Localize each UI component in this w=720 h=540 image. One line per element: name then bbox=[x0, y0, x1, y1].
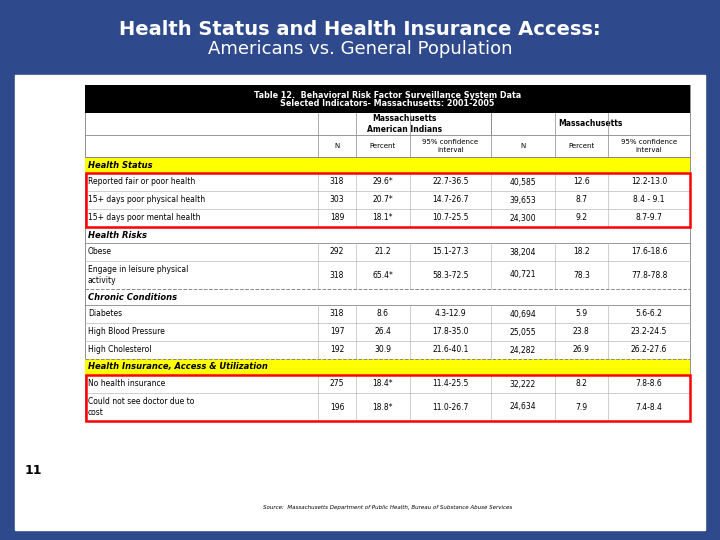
Text: 12.6: 12.6 bbox=[573, 178, 590, 186]
Text: 196: 196 bbox=[330, 402, 344, 411]
Text: Could not see doctor due to
cost: Could not see doctor due to cost bbox=[88, 397, 194, 417]
Bar bbox=[705, 0, 720, 540]
Text: No health insurance: No health insurance bbox=[88, 380, 166, 388]
Text: 26.4: 26.4 bbox=[374, 327, 391, 336]
Text: 24,300: 24,300 bbox=[510, 213, 536, 222]
Text: 7.9: 7.9 bbox=[575, 402, 588, 411]
Text: 7.8-8.6: 7.8-8.6 bbox=[636, 380, 662, 388]
Text: 17.6-18.6: 17.6-18.6 bbox=[631, 247, 667, 256]
Text: Diabetes: Diabetes bbox=[88, 309, 122, 319]
Text: 318: 318 bbox=[330, 309, 344, 319]
Text: 95% confidence
interval: 95% confidence interval bbox=[621, 139, 677, 152]
Text: Health Status: Health Status bbox=[88, 160, 153, 170]
Text: 189: 189 bbox=[330, 213, 344, 222]
Text: 39,653: 39,653 bbox=[510, 195, 536, 205]
Text: Source:  Massachusetts Department of Public Health, Bureau of Substance Abuse Se: Source: Massachusetts Department of Publ… bbox=[263, 504, 512, 510]
Bar bbox=[15, 75, 705, 530]
Bar bbox=[0, 0, 15, 540]
Text: 18.1*: 18.1* bbox=[372, 213, 393, 222]
Text: 12.2-13.0: 12.2-13.0 bbox=[631, 178, 667, 186]
Bar bbox=[85, 157, 690, 173]
Text: 197: 197 bbox=[330, 327, 344, 336]
Text: 292: 292 bbox=[330, 247, 344, 256]
Text: 29.6*: 29.6* bbox=[372, 178, 393, 186]
Text: 9.2: 9.2 bbox=[575, 213, 588, 222]
Text: 275: 275 bbox=[330, 380, 344, 388]
Bar bbox=[86, 173, 690, 227]
Text: 15.1-27.3: 15.1-27.3 bbox=[432, 247, 469, 256]
Text: 10.7-25.5: 10.7-25.5 bbox=[432, 213, 469, 222]
Text: 25,055: 25,055 bbox=[510, 327, 536, 336]
Text: 65.4*: 65.4* bbox=[372, 271, 393, 280]
Text: 23.8: 23.8 bbox=[573, 327, 590, 336]
Text: High Blood Pressure: High Blood Pressure bbox=[88, 327, 165, 336]
Text: Reported fair or poor health: Reported fair or poor health bbox=[88, 178, 195, 186]
Text: 58.3-72.5: 58.3-72.5 bbox=[432, 271, 469, 280]
Text: 30.9: 30.9 bbox=[374, 346, 391, 354]
Text: 11.0-26.7: 11.0-26.7 bbox=[432, 402, 469, 411]
Bar bbox=[85, 85, 690, 421]
Text: 17.8-35.0: 17.8-35.0 bbox=[432, 327, 469, 336]
Text: Percent: Percent bbox=[369, 143, 396, 149]
Text: 318: 318 bbox=[330, 271, 344, 280]
Text: 18.4*: 18.4* bbox=[372, 380, 393, 388]
Bar bbox=[0, 530, 720, 540]
Text: 26.9: 26.9 bbox=[573, 346, 590, 354]
Text: Health Status and Health Insurance Access:: Health Status and Health Insurance Acces… bbox=[120, 20, 600, 39]
Text: Table 12.  Behavioral Risk Factor Surveillance System Data: Table 12. Behavioral Risk Factor Surveil… bbox=[254, 91, 521, 99]
Text: Massachusetts: Massachusetts bbox=[559, 119, 623, 129]
Text: Health Risks: Health Risks bbox=[88, 231, 147, 240]
Text: 192: 192 bbox=[330, 346, 344, 354]
Text: 32,222: 32,222 bbox=[510, 380, 536, 388]
Text: 23.2-24.5: 23.2-24.5 bbox=[631, 327, 667, 336]
Text: 5.9: 5.9 bbox=[575, 309, 588, 319]
Text: N: N bbox=[335, 143, 340, 149]
Text: 26.2-27.6: 26.2-27.6 bbox=[631, 346, 667, 354]
Text: Americans vs. General Population: Americans vs. General Population bbox=[208, 40, 512, 58]
Text: 20.7*: 20.7* bbox=[372, 195, 393, 205]
Text: 21.6-40.1: 21.6-40.1 bbox=[432, 346, 469, 354]
Text: 15+ days poor physical health: 15+ days poor physical health bbox=[88, 195, 205, 205]
Text: 318: 318 bbox=[330, 178, 344, 186]
Text: 7.4-8.4: 7.4-8.4 bbox=[636, 402, 662, 411]
Text: 18.8*: 18.8* bbox=[372, 402, 393, 411]
Text: High Cholesterol: High Cholesterol bbox=[88, 346, 151, 354]
Bar bbox=[86, 375, 690, 421]
Bar bbox=[85, 85, 690, 113]
Text: Obese: Obese bbox=[88, 247, 112, 256]
Text: Massachusetts
American Indians: Massachusetts American Indians bbox=[367, 114, 442, 134]
Text: Selected Indicators- Massachusetts: 2001-2005: Selected Indicators- Massachusetts: 2001… bbox=[280, 99, 495, 109]
Text: N: N bbox=[521, 143, 526, 149]
Text: 78.3: 78.3 bbox=[573, 271, 590, 280]
Text: Chronic Conditions: Chronic Conditions bbox=[88, 293, 177, 301]
Text: 8.7: 8.7 bbox=[575, 195, 588, 205]
Text: 15+ days poor mental health: 15+ days poor mental health bbox=[88, 213, 200, 222]
Text: Health Insurance, Access & Utilization: Health Insurance, Access & Utilization bbox=[88, 362, 268, 372]
Text: 21.2: 21.2 bbox=[374, 247, 391, 256]
Text: 11: 11 bbox=[25, 463, 42, 476]
Text: Engage in leisure physical
activity: Engage in leisure physical activity bbox=[88, 265, 189, 285]
Text: 77.8-78.8: 77.8-78.8 bbox=[631, 271, 667, 280]
Text: 8.4 - 9.1: 8.4 - 9.1 bbox=[634, 195, 665, 205]
Text: 303: 303 bbox=[330, 195, 344, 205]
Text: 8.6: 8.6 bbox=[377, 309, 389, 319]
Text: 95% confidence
interval: 95% confidence interval bbox=[423, 139, 479, 152]
Text: 8.2: 8.2 bbox=[575, 380, 588, 388]
Text: 5.6-6.2: 5.6-6.2 bbox=[636, 309, 662, 319]
Text: 24,634: 24,634 bbox=[510, 402, 536, 411]
Text: 22.7-36.5: 22.7-36.5 bbox=[432, 178, 469, 186]
Text: 38,204: 38,204 bbox=[510, 247, 536, 256]
Text: 24,282: 24,282 bbox=[510, 346, 536, 354]
Text: 11.4-25.5: 11.4-25.5 bbox=[432, 380, 469, 388]
Text: 40,694: 40,694 bbox=[510, 309, 536, 319]
Text: Percent: Percent bbox=[568, 143, 595, 149]
Text: 40,585: 40,585 bbox=[510, 178, 536, 186]
Bar bbox=[85, 359, 690, 375]
Text: 8.7-9.7: 8.7-9.7 bbox=[636, 213, 662, 222]
Text: 4.3-12.9: 4.3-12.9 bbox=[435, 309, 467, 319]
Text: 14.7-26.7: 14.7-26.7 bbox=[432, 195, 469, 205]
Text: 18.2: 18.2 bbox=[573, 247, 590, 256]
Text: 40,721: 40,721 bbox=[510, 271, 536, 280]
